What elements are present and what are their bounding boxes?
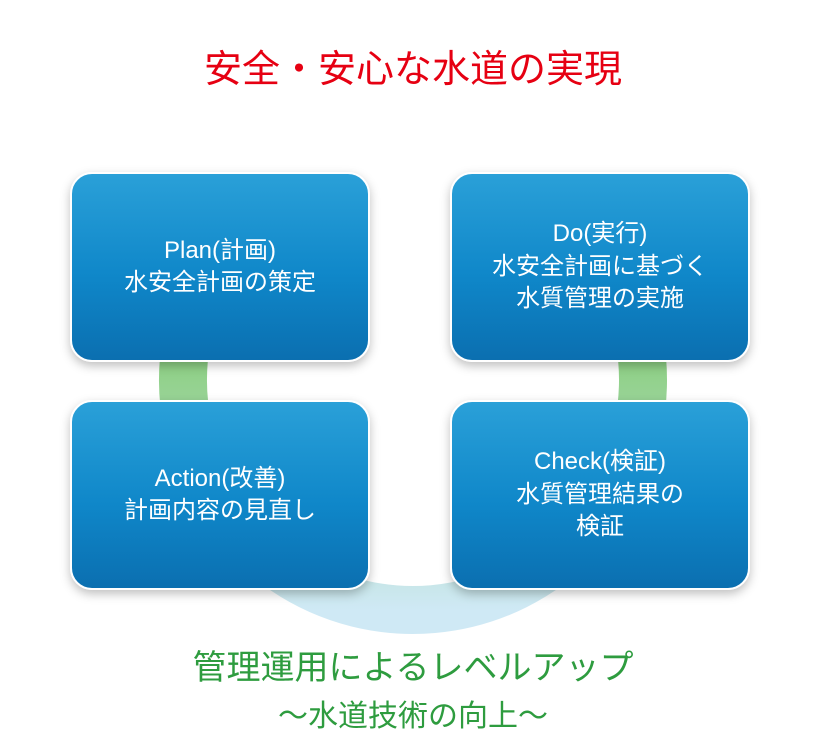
diagram-canvas: 安全・安心な水道の実現 Plan(計画) 水安全計画の策定 Do(実行) 水安全…	[0, 0, 826, 755]
footer-line1: 管理運用によるレベルアップ	[0, 640, 826, 689]
box-line: Check(検証)	[534, 446, 666, 478]
pdca-box-action: Action(改善) 計画内容の見直し	[70, 400, 370, 590]
pdca-box-plan: Plan(計画) 水安全計画の策定	[70, 172, 370, 362]
box-line: Do(実行)	[553, 218, 648, 250]
page-title: 安全・安心な水道の実現	[0, 38, 826, 93]
footer-caption: 管理運用によるレベルアップ ～水道技術の向上～	[0, 640, 826, 735]
box-line: 水安全計画に基づく	[492, 251, 708, 283]
box-line: 検証	[576, 511, 624, 543]
box-line: 水安全計画の策定	[124, 267, 316, 299]
box-line: 水質管理結果の	[516, 479, 684, 511]
pdca-box-do: Do(実行) 水安全計画に基づく 水質管理の実施	[450, 172, 750, 362]
box-line: Action(改善)	[155, 463, 286, 495]
box-line: Plan(計画)	[164, 235, 276, 267]
box-line: 水質管理の実施	[516, 283, 684, 315]
box-line: 計画内容の見直し	[124, 495, 316, 527]
pdca-box-check: Check(検証) 水質管理結果の 検証	[450, 400, 750, 590]
footer-line2: ～水道技術の向上～	[0, 691, 826, 735]
